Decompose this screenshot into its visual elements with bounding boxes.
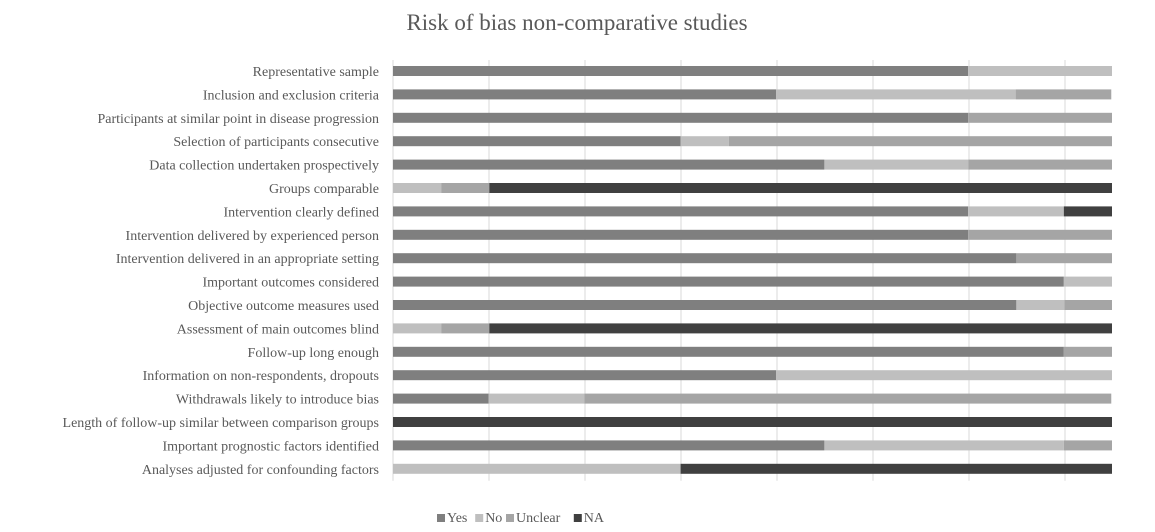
legend-swatch-unclear	[506, 514, 514, 522]
category-label: Representative sample	[253, 65, 379, 80]
bar-segment-unclear	[441, 183, 490, 193]
bar-segment-unclear	[728, 136, 1112, 147]
category-label: Selection of participants consecutive	[173, 135, 379, 150]
category-label: Inclusion and exclusion criteria	[203, 88, 380, 103]
bar-segment-unclear	[584, 393, 1112, 404]
bar-segment-unclear	[968, 159, 1112, 170]
bar-segment-na	[680, 463, 1112, 474]
category-label: Intervention clearly defined	[224, 205, 379, 220]
bar-segment-no	[968, 206, 1064, 217]
bar-segment-no	[824, 159, 969, 170]
category-label: Withdrawals likely to introduce bias	[176, 393, 379, 408]
category-label: Objective outcome measures used	[188, 299, 379, 314]
bar-segment-yes	[393, 440, 825, 451]
bar-segment-unclear	[968, 112, 1112, 123]
bar-segment-no	[393, 183, 442, 193]
bar-segment-na	[393, 417, 1112, 427]
legend-label-na: NA	[584, 511, 605, 526]
bar-segment-unclear	[1064, 300, 1112, 310]
bar-segment-yes	[393, 253, 1017, 264]
bar-segment-yes	[393, 159, 825, 170]
bar-segment-yes	[393, 136, 681, 147]
bars	[393, 66, 1112, 474]
bar-segment-yes	[393, 370, 777, 381]
bar-segment-no	[776, 89, 1016, 100]
bar-segment-unclear	[968, 229, 1112, 240]
category-label: Length of follow-up similar between comp…	[63, 416, 379, 431]
grid	[392, 60, 1066, 481]
category-label: Participants at similar point in disease…	[97, 112, 379, 127]
bar-segment-no	[393, 463, 681, 474]
category-label: Information on non-respondents, dropouts	[143, 369, 379, 384]
category-label: Intervention delivered in an appropriate…	[116, 252, 379, 267]
category-labels: Representative sample Inclusion and exclu…	[63, 65, 380, 478]
bar-segment-na	[1063, 206, 1112, 217]
bar-segment-yes	[393, 393, 489, 404]
category-label: Important outcomes considered	[202, 276, 379, 291]
category-label: Intervention delivered by experienced pe…	[126, 229, 379, 244]
bar-segment-no	[1016, 300, 1065, 310]
bar-segment-no	[824, 440, 1064, 451]
bar-segment-unclear	[441, 323, 490, 334]
bar-segment-na	[489, 183, 1112, 193]
chart-title: Risk of bias non-comparative studies	[406, 10, 747, 35]
bar-segment-no	[968, 66, 1112, 76]
legend-swatch-yes	[437, 514, 445, 522]
legend-label-yes: Yes	[447, 511, 467, 526]
bar-segment-no	[393, 323, 442, 334]
bar-segment-yes	[393, 229, 969, 240]
bar-segment-yes	[393, 112, 969, 123]
bar-segment-yes	[393, 300, 1017, 310]
bar-segment-yes	[393, 66, 969, 76]
category-label: Data collection undertaken prospectively	[149, 159, 379, 174]
bar-segment-no	[680, 136, 729, 147]
bar-segment-unclear	[1015, 89, 1112, 100]
bar-segment-unclear	[1063, 346, 1112, 357]
category-label: Important prognostic factors identified	[162, 439, 379, 454]
bar-segment-yes	[393, 346, 1064, 357]
bar-segment-unclear	[1063, 440, 1112, 451]
bar-segment-yes	[393, 206, 969, 217]
legend: Yes No Unclear NA	[437, 511, 605, 526]
category-label: Groups comparable	[269, 182, 379, 197]
category-label: Follow-up long enough	[248, 346, 379, 361]
legend-swatch-no	[475, 514, 484, 522]
bar-segment-yes	[393, 276, 1064, 287]
bar-segment-unclear	[1016, 253, 1112, 264]
bar-segment-no	[488, 393, 585, 404]
bar-segment-no	[1063, 276, 1112, 287]
category-label: Analyses adjusted for confounding factor…	[142, 463, 379, 478]
bar-segment-na	[489, 323, 1112, 334]
legend-swatch-na	[573, 514, 582, 522]
legend-label-unclear: Unclear	[516, 511, 561, 526]
bar-segment-yes	[393, 89, 777, 100]
bar-segment-no	[776, 370, 1112, 381]
legend-label-no: No	[485, 511, 502, 526]
category-label: Assessment of main outcomes blind	[177, 322, 379, 337]
